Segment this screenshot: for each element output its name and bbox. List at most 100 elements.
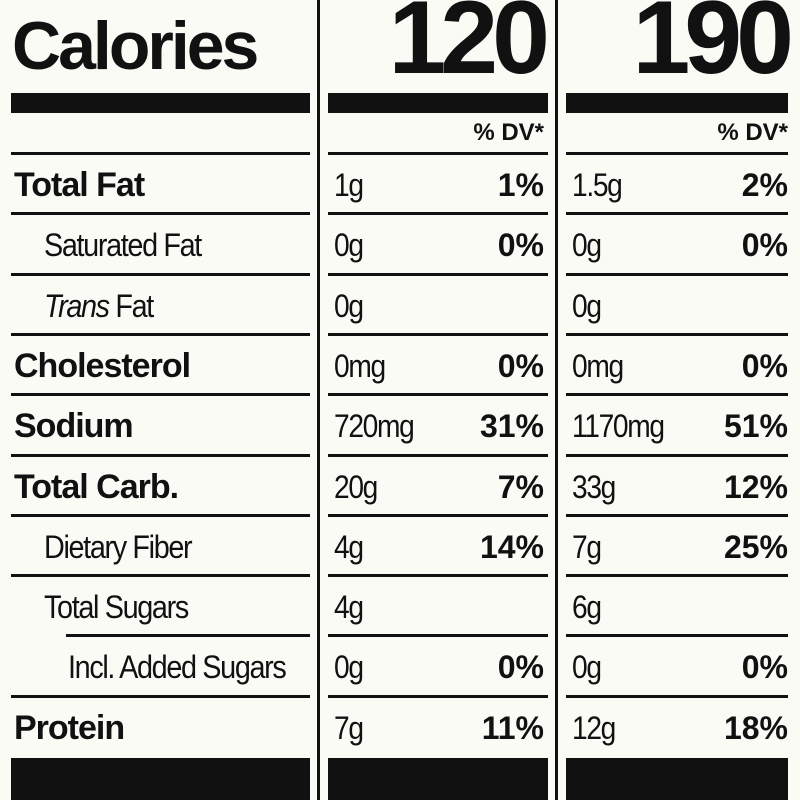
nutrient-amount: 1170mg <box>572 408 665 445</box>
nutrient-amount: 0g <box>334 287 364 324</box>
nutrient-daily-value: 51% <box>723 408 788 445</box>
nutrient-label-text: Total Fat <box>14 166 145 204</box>
nutrient-daily-value <box>430 276 544 336</box>
bottom-thick-rule <box>11 758 310 800</box>
nutrient-label-text: Total Sugars <box>44 589 189 626</box>
row-rule <box>566 574 788 577</box>
nutrient-amount: 1.5g <box>572 167 623 203</box>
nutrient-daily-value: 11% <box>481 709 544 746</box>
nutrient-amount: 6g <box>572 589 602 626</box>
nutrient-label-text: Fat <box>115 287 154 324</box>
row-rule <box>566 634 788 637</box>
nutrient-daily-value: 0% <box>497 227 544 264</box>
thick-rule <box>11 93 310 113</box>
nutrient-label: Sodium <box>14 396 134 456</box>
nutrient-label-text: Dietary Fiber <box>44 528 193 565</box>
nutrient-daily-value: 0% <box>497 649 544 686</box>
thick-rule <box>566 93 788 113</box>
nutrient-daily-value <box>670 577 788 637</box>
nutrient-label: Trans Fat <box>44 276 154 336</box>
nutrient-amount: 720mg <box>334 408 415 445</box>
nutrient-daily-value: 0% <box>741 227 788 264</box>
nutrient-label-text: Cholesterol <box>14 346 191 385</box>
nutrient-amount: 4g <box>334 589 364 626</box>
row-rule <box>66 634 310 637</box>
row-rule <box>328 695 548 698</box>
row-rule <box>328 514 548 517</box>
nutrient-label: Total Sugars <box>44 577 189 637</box>
calories-value-serving-1: 120 <box>388 0 550 96</box>
row-rule <box>328 574 548 577</box>
row-rule <box>11 454 310 457</box>
nutrient-label: Saturated Fat <box>44 215 202 275</box>
nutrient-daily-value: 31% <box>479 408 544 445</box>
row-rule <box>566 454 788 457</box>
row-rule <box>328 634 548 637</box>
row-rule <box>566 212 788 215</box>
nutrient-amount: 0g <box>334 227 364 264</box>
row-rule <box>328 333 548 336</box>
nutrient-amount: 0mg <box>334 347 386 384</box>
nutrient-daily-value: 12% <box>723 468 788 505</box>
nutrient-daily-value: 7% <box>497 468 544 505</box>
nutrient-label-text: Protein <box>14 708 125 747</box>
bottom-thick-rule <box>328 758 548 800</box>
nutrient-label: Protein <box>14 698 125 758</box>
nutrient-daily-value: 18% <box>723 709 788 746</box>
nutrient-amount: 7g <box>334 709 364 746</box>
row-rule <box>566 333 788 336</box>
row-rule <box>11 393 310 396</box>
nutrient-daily-value: 25% <box>723 528 788 565</box>
nutrient-amount: 12g <box>572 709 616 746</box>
nutrient-daily-value: 1% <box>497 167 544 203</box>
row-rule <box>566 273 788 276</box>
nutrient-daily-value: 0% <box>741 347 788 384</box>
row-rule <box>11 152 310 155</box>
row-rule <box>11 574 310 577</box>
bottom-thick-rule <box>566 758 788 800</box>
thick-rule <box>328 93 548 113</box>
nutrient-amount: 33g <box>572 468 616 505</box>
nutrient-label-text: Total Carb. <box>14 467 179 506</box>
row-rule <box>328 393 548 396</box>
row-rule <box>328 454 548 457</box>
row-rule <box>11 695 310 698</box>
row-rule <box>11 514 310 517</box>
row-rule <box>328 152 548 155</box>
calories-value-serving-2: 190 <box>632 0 794 96</box>
nutrient-daily-value: 0% <box>497 347 544 384</box>
nutrient-amount: 0g <box>572 227 602 264</box>
column-divider <box>317 0 320 800</box>
nutrient-label: Dietary Fiber <box>44 517 193 577</box>
row-rule <box>566 514 788 517</box>
calories-label: Calories <box>12 8 259 84</box>
nutrient-label-italic: Trans <box>44 287 110 324</box>
nutrient-amount: 7g <box>572 528 602 565</box>
dv-header-serving-2: % DV* <box>717 119 788 146</box>
row-rule <box>566 695 788 698</box>
row-rule <box>11 273 310 276</box>
nutrient-amount: 1g <box>334 167 364 203</box>
nutrient-amount: 0g <box>334 649 364 686</box>
nutrient-label: Total Carb. <box>14 457 179 517</box>
nutrient-amount: 20g <box>334 468 378 505</box>
nutrient-daily-value: 14% <box>479 528 544 565</box>
row-rule <box>328 212 548 215</box>
row-rule <box>566 393 788 396</box>
nutrient-label: Cholesterol <box>14 336 191 396</box>
nutrient-amount: 4g <box>334 528 364 565</box>
nutrient-daily-value <box>670 276 788 336</box>
nutrient-amount: 0g <box>572 287 602 324</box>
nutrient-label: Incl. Added Sugars <box>68 637 287 697</box>
nutrient-label-text: Saturated Fat <box>44 227 202 264</box>
row-rule <box>566 152 788 155</box>
column-divider <box>555 0 558 800</box>
row-rule <box>328 273 548 276</box>
nutrient-label: Total Fat <box>14 155 145 215</box>
dv-header-serving-1: % DV* <box>473 119 544 146</box>
row-rule <box>11 212 310 215</box>
nutrient-daily-value: 2% <box>741 167 788 203</box>
row-rule <box>11 333 310 336</box>
nutrient-daily-value: 0% <box>741 649 788 686</box>
nutrient-amount: 0g <box>572 649 602 686</box>
